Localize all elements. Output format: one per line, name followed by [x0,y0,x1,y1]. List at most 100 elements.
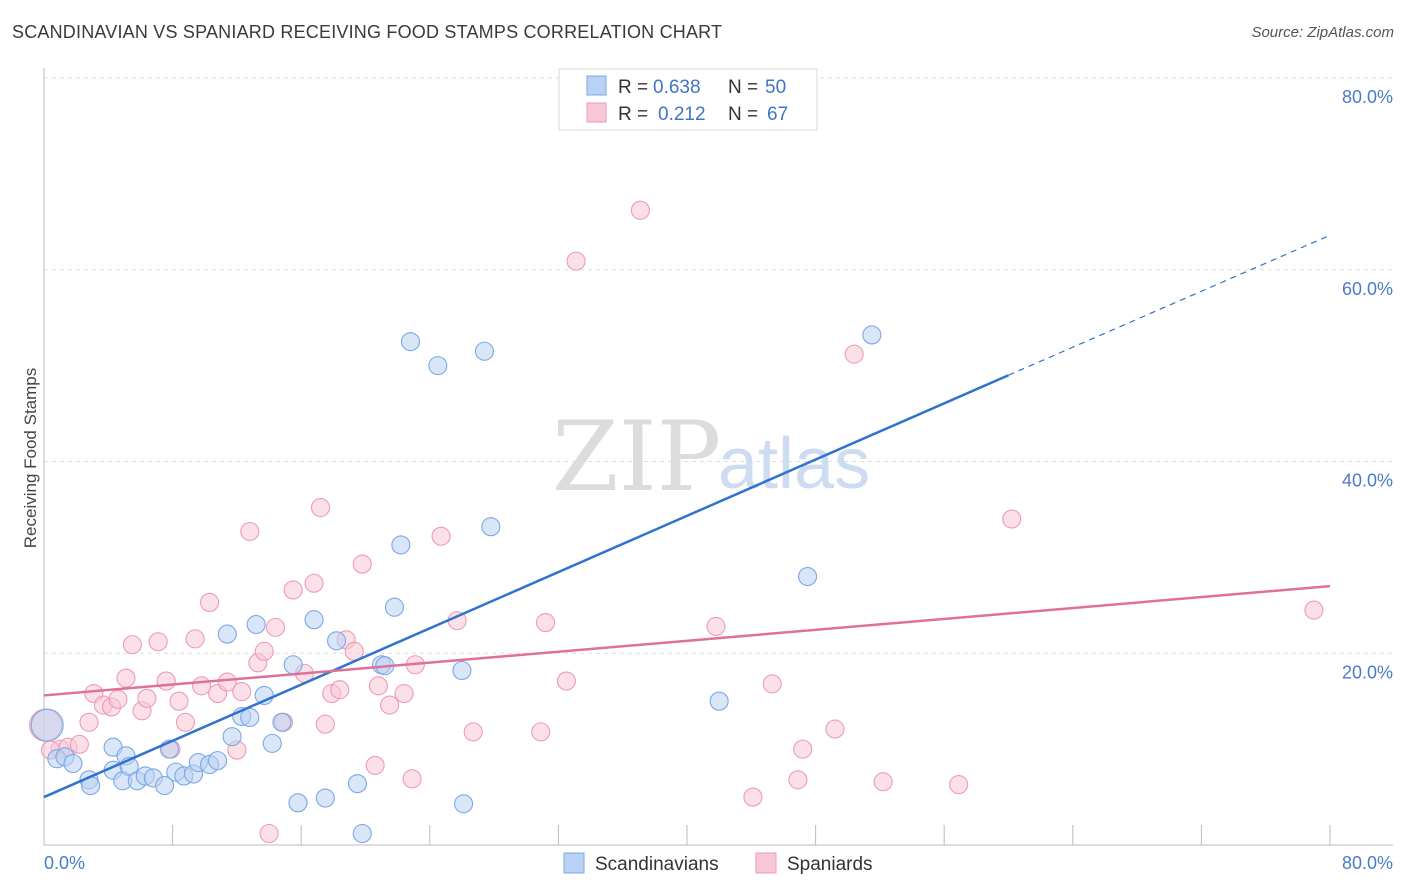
series-swatch-scandinavians [563,852,585,874]
legend-r-value-2: 0.212 [658,104,706,125]
spaniards-point-3 [69,734,89,754]
y-axis-label: Receiving Food Stamps [21,368,40,548]
grid-lines [44,77,1393,654]
scandinavians-point-49 [862,325,882,345]
spaniards-point-53 [566,251,586,271]
spaniards-point-64 [1002,509,1022,529]
x-tick-label-min: 0.0% [44,853,85,873]
scandinavians-point-26 [246,614,266,635]
spaniards-point-49 [463,722,483,742]
scandinavians-point-23 [222,727,242,747]
trendlines [43,234,1331,799]
source-label: Source: ZipAtlas.com [1251,24,1394,41]
legend-swatch-scandinavians [586,75,607,96]
spaniards-point-62 [873,772,893,792]
scandinavians-point-34 [327,631,347,651]
legend-n-label-2: N = [728,104,758,125]
scandinavians-point-42 [428,356,448,376]
y-tick-label-0: 20.0% [1342,662,1393,682]
series-label-spaniards: Spaniards [787,854,873,875]
spaniards-point-18 [185,629,205,649]
spaniards-point-43 [380,695,400,715]
y-tick-labels: 20.0% 40.0% 60.0% 80.0% [1342,87,1393,682]
spaniards-point-42 [368,676,388,696]
spaniards-point-56 [743,787,763,807]
spaniards-point-59 [793,739,813,759]
scandinavians-point-14 [155,776,175,796]
legend-r-label-1: R = [618,77,648,98]
spaniards-points [29,200,1324,844]
y-tick-label-1: 40.0% [1342,471,1393,491]
scandinavians-point-46 [481,517,501,537]
spaniards-point-4 [79,712,99,732]
spaniards-point-20 [200,592,220,612]
spaniards-point-47 [431,526,451,546]
spaniards-point-54 [630,200,650,220]
watermark-zip: ZIP [552,401,721,513]
scandinavians-point-32 [304,610,324,630]
scandinavians-point-3 [63,753,83,774]
scandinavians-point-47 [709,691,729,711]
x-tick-label-max: 80.0% [1342,853,1393,873]
scandinavians-point-0 [30,708,64,742]
spaniards-point-25 [240,521,260,542]
spaniards-point-8 [108,689,128,709]
spaniards-point-37 [330,680,350,700]
scandinavians-point-29 [272,712,292,732]
spaniards-point-27 [254,641,274,661]
spaniards-point-24 [232,682,252,702]
spaniards-point-34 [310,497,331,518]
scandinavians-point-39 [384,597,404,617]
spaniards-point-12 [137,688,157,708]
scandinavians-point-35 [347,774,368,794]
scandinavians-point-44 [454,794,474,814]
spaniards-point-17 [175,712,196,732]
scandinavians-trendline [43,374,1010,799]
y-tick-label-2: 60.0% [1342,279,1393,299]
scandinavians-point-25 [240,707,260,728]
scandinavians-point-43 [452,660,472,681]
spaniards-point-33 [304,573,324,593]
correlation-legend: R = 0.638 N = 50 R = 0.212 N = 67 [558,68,818,131]
chart-title: SCANDINAVIAN VS SPANIARD RECEIVING FOOD … [12,22,723,42]
spaniards-point-55 [706,616,726,636]
scandinavians-point-45 [474,341,495,361]
spaniards-point-41 [365,755,385,775]
scandinavians-point-48 [798,566,818,587]
spaniards-point-52 [556,671,576,691]
spaniards-point-63 [949,775,969,795]
series-label-scandinavians: Scandinavians [595,854,719,875]
spaniards-point-29 [265,617,286,637]
scandinavians-point-28 [262,733,282,753]
spaniards-point-58 [788,770,808,790]
legend-swatch-spaniards [586,102,607,123]
legend-n-value-2: 67 [767,104,788,125]
spaniards-point-44 [394,683,414,704]
spaniards-point-35 [315,714,335,734]
scandinavians-point-21 [208,751,228,771]
spaniards-point-14 [156,671,176,691]
legend-n-value-1: 50 [765,77,786,98]
series-legend: Scandinavians Spaniards [563,852,873,875]
legend-r-value-1: 0.638 [653,77,701,98]
scandinavians-point-36 [352,823,372,844]
spaniards-point-9 [116,668,136,688]
spaniards-point-22 [217,672,237,692]
legend-n-label-1: N = [728,77,758,98]
scandinavians-point-40 [391,535,411,555]
scandinavians-point-33 [315,788,335,808]
spaniards-trendline [43,584,1331,697]
scandinavians-point-30 [283,655,303,675]
spaniards-point-51 [535,613,556,633]
spaniards-point-61 [844,344,864,364]
spaniards-point-65 [1304,600,1324,620]
y-tick-label-3: 80.0% [1342,87,1393,107]
legend-r-label-2: R = [618,104,648,125]
spaniards-point-57 [762,674,782,694]
scandinavians-point-41 [400,332,421,352]
spaniards-point-16 [169,691,189,711]
spaniards-point-19 [191,676,212,696]
spaniards-point-13 [148,632,168,652]
spaniards-point-50 [531,722,551,742]
spaniards-point-10 [122,635,142,655]
